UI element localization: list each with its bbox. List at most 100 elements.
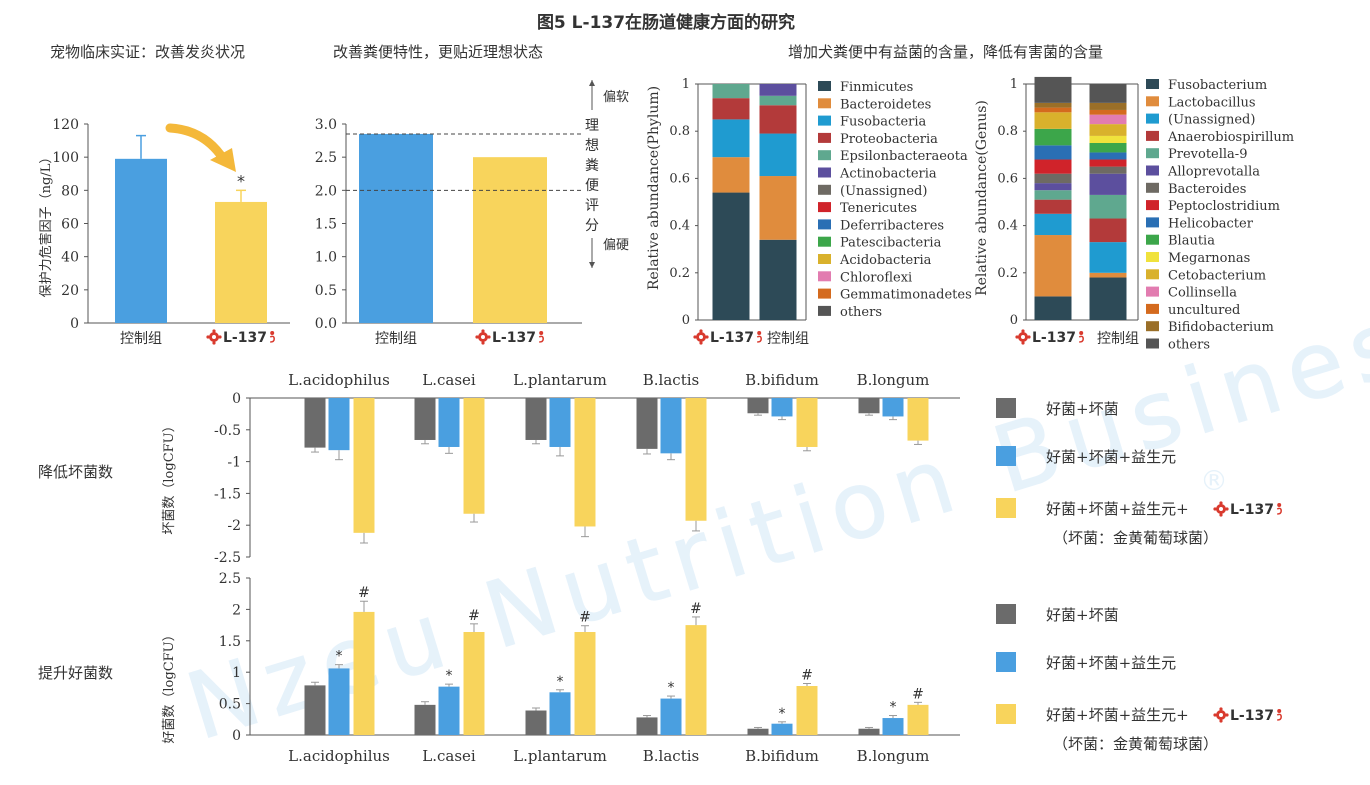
legend-brand-logo: L-137 <box>1213 501 1282 518</box>
ideal-score-char: 理 <box>585 118 599 134</box>
legend-label: Fusobacterium <box>1168 78 1267 93</box>
bar <box>438 398 460 447</box>
bar <box>574 632 596 735</box>
bar <box>463 632 485 735</box>
brand-tail-icon <box>756 330 762 343</box>
y-tick-label: 1.5 <box>315 217 337 233</box>
legend-label: Patescibacteria <box>840 236 942 251</box>
y-tick-label: -2 <box>227 518 241 534</box>
legend-swatch <box>996 652 1016 672</box>
stack-segment <box>1089 272 1127 278</box>
legend-item: Tenericutes <box>818 201 917 216</box>
legend-swatch <box>996 704 1016 724</box>
improvement-arrow-head-icon <box>210 148 236 172</box>
category-label: B.lactis <box>643 371 699 389</box>
bar <box>660 398 682 454</box>
legend-swatch <box>818 98 831 109</box>
legend-swatch <box>1146 321 1159 332</box>
y-tick-label: 1.0 <box>315 250 337 266</box>
significance-hash: # <box>358 585 370 601</box>
stack-segment <box>712 157 750 193</box>
legend-item: uncultured <box>1146 303 1240 318</box>
legend-swatch <box>1146 148 1159 159</box>
legend-item: Megarnonas <box>1146 251 1250 266</box>
legend-label: Collinsella <box>1168 286 1237 301</box>
stack-segment <box>1089 143 1127 153</box>
legend-swatch <box>1146 286 1159 297</box>
legend-brand-logo: L-137 <box>1213 707 1282 724</box>
legend-item: Fusobacterium <box>1146 78 1267 93</box>
x-tick-label: 控制组 <box>767 331 809 347</box>
legend-swatch <box>818 167 831 178</box>
bar <box>353 611 375 735</box>
legend-swatch <box>818 236 831 247</box>
legend-label: 好菌+坏菌+益生元 <box>1046 448 1176 466</box>
legend-label: 好菌+坏菌+益生元 <box>1046 654 1176 672</box>
harder-label: 偏硬 <box>603 238 629 253</box>
y-tick-label: -1 <box>227 455 241 471</box>
legend-label: (Unassigned) <box>1168 113 1255 128</box>
significance-star: * <box>336 649 343 665</box>
x-tick-label: 控制组 <box>120 331 162 347</box>
stack-segment <box>1034 128 1072 146</box>
significance-hash: # <box>912 686 924 702</box>
down-arrow-icon <box>589 262 595 268</box>
legend-item: others <box>1146 338 1210 353</box>
legend-swatch <box>818 115 831 126</box>
brand-mark-icon <box>1213 707 1229 723</box>
y-tick-label: 0 <box>1010 313 1018 328</box>
stack-segment <box>1089 135 1127 143</box>
legend-swatch <box>1146 217 1159 228</box>
legend-label: Gemmatimonadetes <box>840 288 972 303</box>
legend-label: Lactobacillus <box>1168 95 1256 110</box>
stack-segment <box>1034 173 1072 184</box>
stack-segment <box>1089 173 1127 195</box>
bar <box>796 398 818 447</box>
bar <box>771 398 793 417</box>
stack-segment <box>1089 242 1127 273</box>
bar <box>796 686 818 735</box>
bar <box>907 398 929 441</box>
phylum-stacked-bars: L-137 控制组 <box>693 84 809 347</box>
stack-segment <box>759 84 797 96</box>
brand-mark-icon <box>1213 501 1229 517</box>
y-tick-label: 1.5 <box>219 634 241 650</box>
legend-swatch <box>818 81 831 91</box>
watermark-reg: ® <box>1200 464 1228 497</box>
y-tick-label: 0 <box>70 316 79 332</box>
bar <box>525 710 547 735</box>
legend-label: Bifidobacterium <box>1168 320 1274 335</box>
subtitle-inflammation: 宠物临床实证：改善发炎状况 <box>50 43 245 61</box>
significance-star: * <box>668 680 675 696</box>
legend-note: （坏菌：金黄葡萄球菌） <box>1053 529 1218 547</box>
y-tick-label: 60 <box>61 217 79 233</box>
good-bacteria-category-labels: L.acidophilus L.casei L.plantarum B.lactis B… <box>288 747 929 765</box>
significance-star: * <box>890 700 897 716</box>
x-tick-brand-logo: L-137 <box>206 329 275 346</box>
legend-label: Anaerobiospirillum <box>1167 130 1294 145</box>
genus-legend: Fusobacterium Lactobacillus (Unassigned) An… <box>1146 78 1294 353</box>
bar <box>328 398 350 451</box>
bar <box>525 398 547 440</box>
y-tick-label: 3.0 <box>315 117 337 133</box>
brand-mark-icon <box>693 329 709 345</box>
inflammation-ylabel: 保护力危害因子（ng/L） <box>38 151 54 298</box>
legend-label: Finmicutes <box>840 80 913 95</box>
figure-title: 图5 L-137在肠道健康方面的研究 <box>537 12 795 33</box>
bar <box>574 398 596 527</box>
stack-segment <box>1034 159 1072 174</box>
brand-tail-icon <box>1276 502 1282 515</box>
stack-segment <box>1089 124 1127 136</box>
legend-swatch <box>818 254 831 264</box>
y-tick-label: 1 <box>1010 77 1018 92</box>
category-label: B.bifidum <box>745 747 819 765</box>
legend-item: Gemmatimonadetes <box>818 288 972 303</box>
bar <box>359 133 433 323</box>
legend-swatch <box>818 305 831 316</box>
stack-segment <box>1089 166 1127 174</box>
bar <box>636 717 658 735</box>
legend-label: Chloroflexi <box>840 270 912 285</box>
legend-item: Finmicutes <box>818 80 913 95</box>
bar <box>304 685 326 735</box>
